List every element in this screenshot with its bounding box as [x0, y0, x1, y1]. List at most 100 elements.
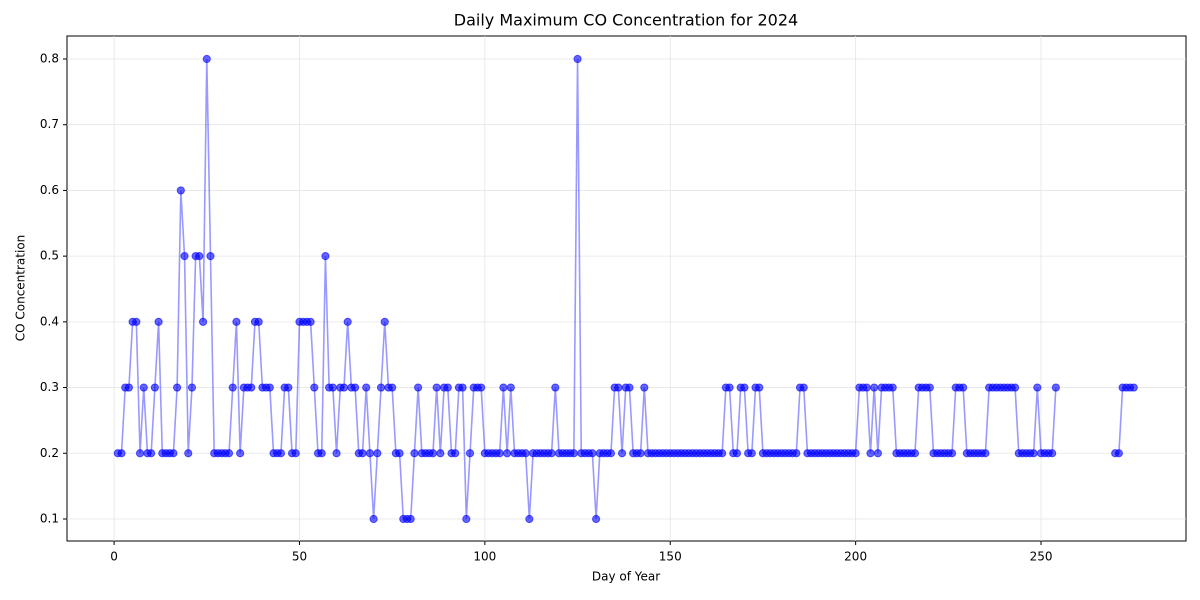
data-point [862, 383, 871, 392]
data-point [755, 383, 764, 392]
data-point [636, 449, 645, 458]
data-point [573, 54, 582, 64]
x-axis-label: Day of Year [592, 570, 660, 584]
chart-title: Daily Maximum CO Concentration for 2024 [454, 11, 798, 30]
data-point [443, 383, 452, 392]
data-point [1114, 449, 1123, 458]
data-point [380, 317, 389, 326]
data-point [547, 449, 556, 458]
data-point [521, 449, 530, 458]
data-point [154, 317, 163, 326]
data-point [1129, 383, 1138, 392]
data-point [291, 449, 300, 458]
data-point [851, 449, 860, 458]
data-point [321, 252, 330, 261]
data-point [247, 383, 256, 392]
data-point [1051, 383, 1060, 392]
data-point [503, 449, 512, 458]
data-point [317, 449, 326, 458]
data-point [147, 449, 156, 458]
data-point [306, 317, 315, 326]
data-point [428, 449, 438, 458]
data-point [506, 383, 515, 392]
data-point [870, 383, 879, 392]
data-point [477, 383, 486, 392]
plot-frame [66, 35, 1187, 542]
data-point [410, 449, 419, 458]
data-point [228, 383, 237, 392]
data-point [499, 383, 508, 392]
data-point [569, 449, 578, 458]
data-point [640, 383, 649, 392]
data-point [173, 383, 182, 392]
data-point [495, 449, 504, 458]
data-point [206, 252, 215, 261]
data-point [436, 449, 445, 458]
data-point [339, 383, 349, 392]
y-tick-label: 0.8 [40, 51, 59, 65]
data-point [406, 514, 415, 524]
data-point [617, 449, 627, 458]
data-point [232, 317, 241, 326]
data-point [328, 383, 337, 392]
data-point [350, 383, 360, 392]
data-point [525, 514, 534, 524]
data-point [888, 383, 897, 392]
data-point [551, 383, 560, 392]
data-point [799, 383, 808, 392]
data-point [925, 383, 934, 392]
data-point [135, 449, 145, 458]
y-tick-label: 0.4 [40, 314, 59, 328]
data-point [132, 317, 141, 326]
data-point [451, 449, 460, 458]
data-point [198, 317, 208, 326]
data-point [1033, 383, 1042, 392]
y-tick-label: 0.5 [40, 249, 59, 263]
data-point [591, 514, 601, 524]
data-point [588, 449, 597, 458]
data-point [606, 449, 616, 458]
data-point [747, 449, 756, 458]
data-point [362, 383, 371, 392]
data-point [462, 514, 471, 524]
data-point [310, 383, 319, 392]
data-point [180, 252, 189, 261]
data-point [369, 514, 378, 524]
data-point [947, 449, 957, 458]
y-tick-label: 0.6 [40, 183, 59, 197]
data-point [276, 449, 286, 458]
x-tick-label: 0 [110, 550, 118, 564]
data-point [395, 449, 404, 458]
data-point [388, 383, 397, 392]
y-tick-label: 0.7 [40, 117, 59, 131]
data-point [740, 383, 749, 392]
data-point [732, 449, 742, 458]
data-point [236, 449, 245, 458]
data-point [224, 449, 234, 458]
data-point [265, 383, 274, 392]
data-point [117, 449, 126, 458]
data-point [139, 383, 148, 392]
x-tick-label: 150 [659, 550, 682, 564]
data-point [187, 383, 197, 392]
data-point [195, 252, 204, 261]
data-point [792, 449, 801, 458]
y-axis-label: CO Concentration [14, 235, 28, 342]
x-tick-label: 50 [292, 550, 307, 564]
data-point [169, 449, 178, 458]
data-point [284, 383, 293, 392]
data-point [458, 383, 467, 392]
data-point [358, 449, 367, 458]
y-tick-label: 0.2 [40, 446, 59, 460]
data-point [432, 383, 441, 392]
data-point [614, 383, 623, 392]
data-point [176, 186, 185, 195]
data-point [332, 449, 341, 458]
data-point [1029, 449, 1038, 458]
data-point [725, 383, 734, 392]
y-tick-label: 0.3 [40, 380, 59, 394]
data-point [1010, 383, 1020, 392]
data-point [202, 54, 211, 64]
data-point [866, 449, 875, 458]
